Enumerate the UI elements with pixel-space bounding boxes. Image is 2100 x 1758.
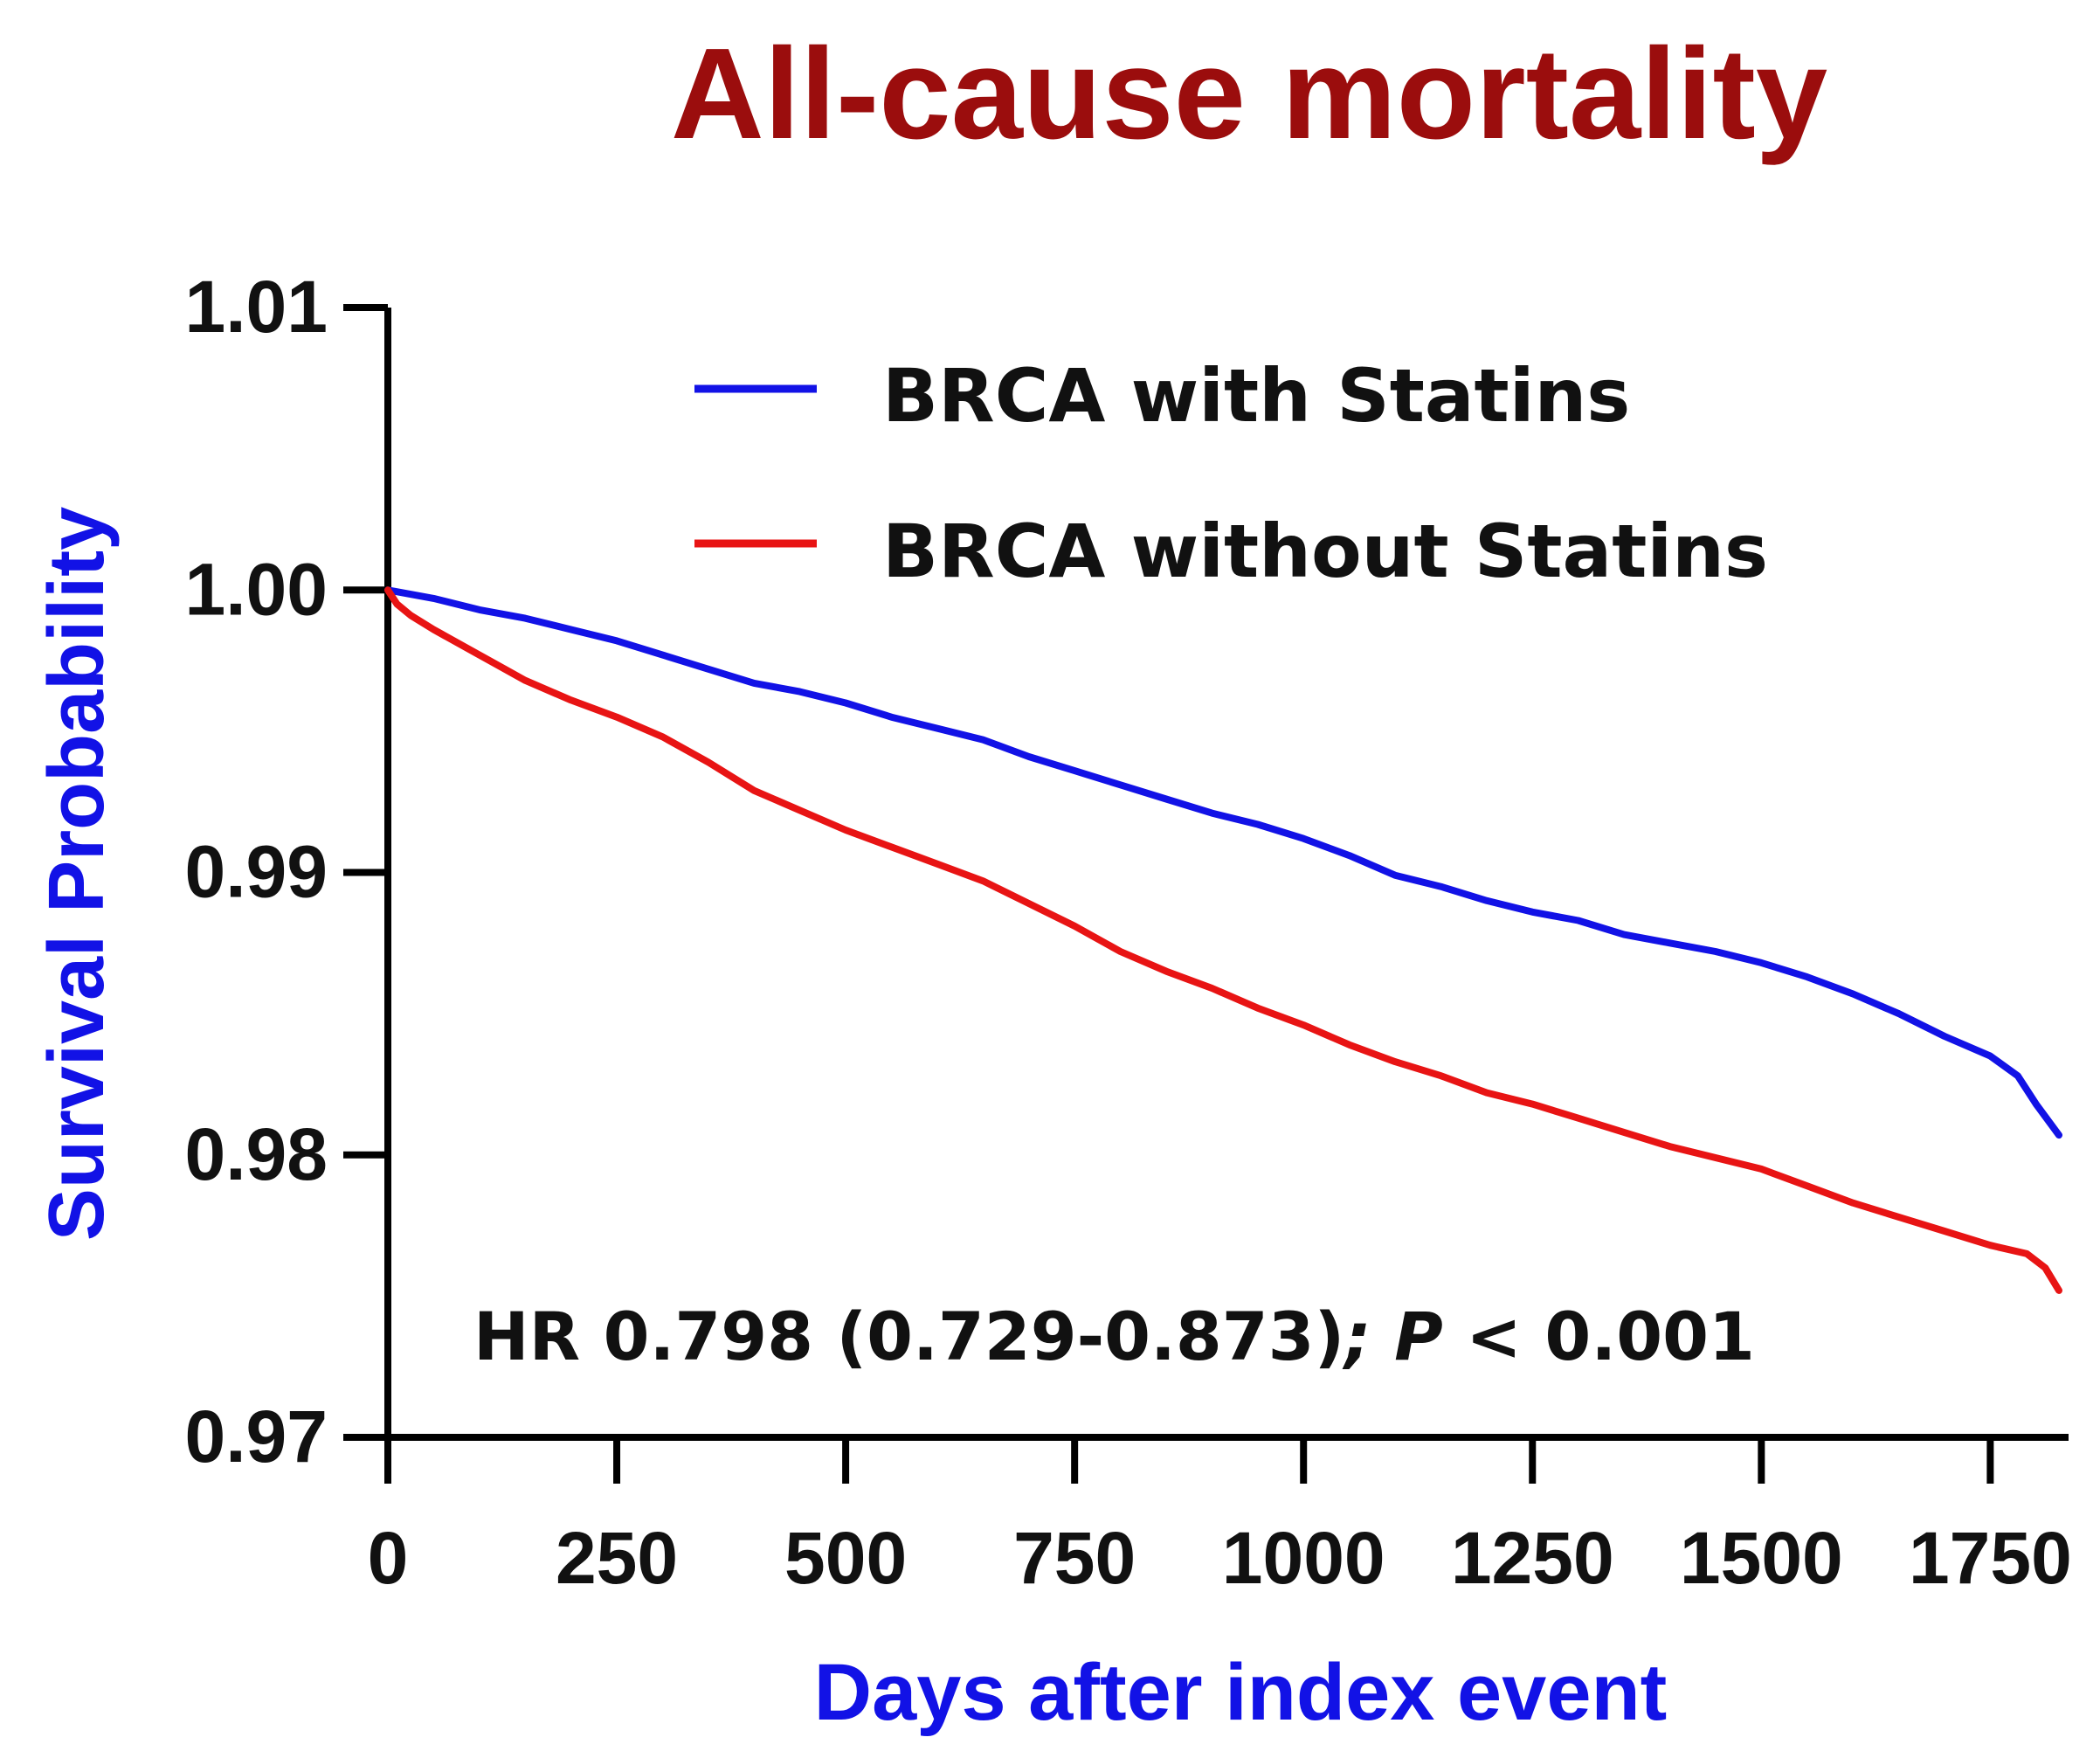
hr-separator: ; xyxy=(1342,1298,1371,1375)
y-axis-label: Survival Probability xyxy=(33,507,121,1241)
x-tick-label: 0 xyxy=(368,1517,409,1599)
x-tick-label: 750 xyxy=(1013,1517,1136,1599)
legend-label-with-statins: BRCA with Statins xyxy=(882,353,1630,439)
x-tick-label: 1000 xyxy=(1222,1517,1385,1599)
p-symbol: P xyxy=(1394,1298,1443,1375)
x-tick-label: 1750 xyxy=(1909,1517,2072,1599)
legend-label-without-statins: BRCA without Statins xyxy=(882,509,1768,594)
legend: BRCA with Statins BRCA without Statins xyxy=(694,353,1768,594)
legend-item-without-statins: BRCA without Statins xyxy=(694,509,1768,594)
series-line-brca-without-statins xyxy=(384,586,2062,1294)
x-tick-label: 1250 xyxy=(1451,1517,1614,1599)
legend-item-with-statins: BRCA with Statins xyxy=(694,353,1630,439)
y-tick-label: 1.01 xyxy=(185,266,328,348)
y-tick-label: 0.97 xyxy=(185,1395,328,1478)
y-tick-label: 0.99 xyxy=(185,831,328,913)
x-axis-label: Days after index event xyxy=(814,1648,1668,1737)
x-tick-label: 500 xyxy=(784,1517,907,1599)
y-axis-ticks: 1.01 1.00 0.99 0.98 0.97 xyxy=(185,266,388,1478)
chart-title: All-cause mortality xyxy=(671,22,1827,166)
x-axis-ticks: 0 250 500 750 1000 1250 1500 1750 xyxy=(368,1437,2072,1599)
y-tick-label: 0.98 xyxy=(185,1113,328,1195)
hazard-ratio-annotation: HR 0.798 (0.729-0.873); P < 0.001 xyxy=(473,1298,1755,1375)
series-lines xyxy=(384,586,2062,1294)
series-line-brca-with-statins xyxy=(384,586,2062,1139)
y-tick-label: 1.00 xyxy=(185,548,328,630)
x-tick-label: 250 xyxy=(556,1517,678,1599)
p-value: < 0.001 xyxy=(1466,1298,1755,1375)
x-tick-label: 1500 xyxy=(1680,1517,1843,1599)
hr-text: HR 0.798 (0.729-0.873) xyxy=(473,1298,1344,1375)
plot-area: 1.01 1.00 0.99 0.98 0.97 0 250 500 750 1000 1250 1… xyxy=(185,266,2072,1599)
